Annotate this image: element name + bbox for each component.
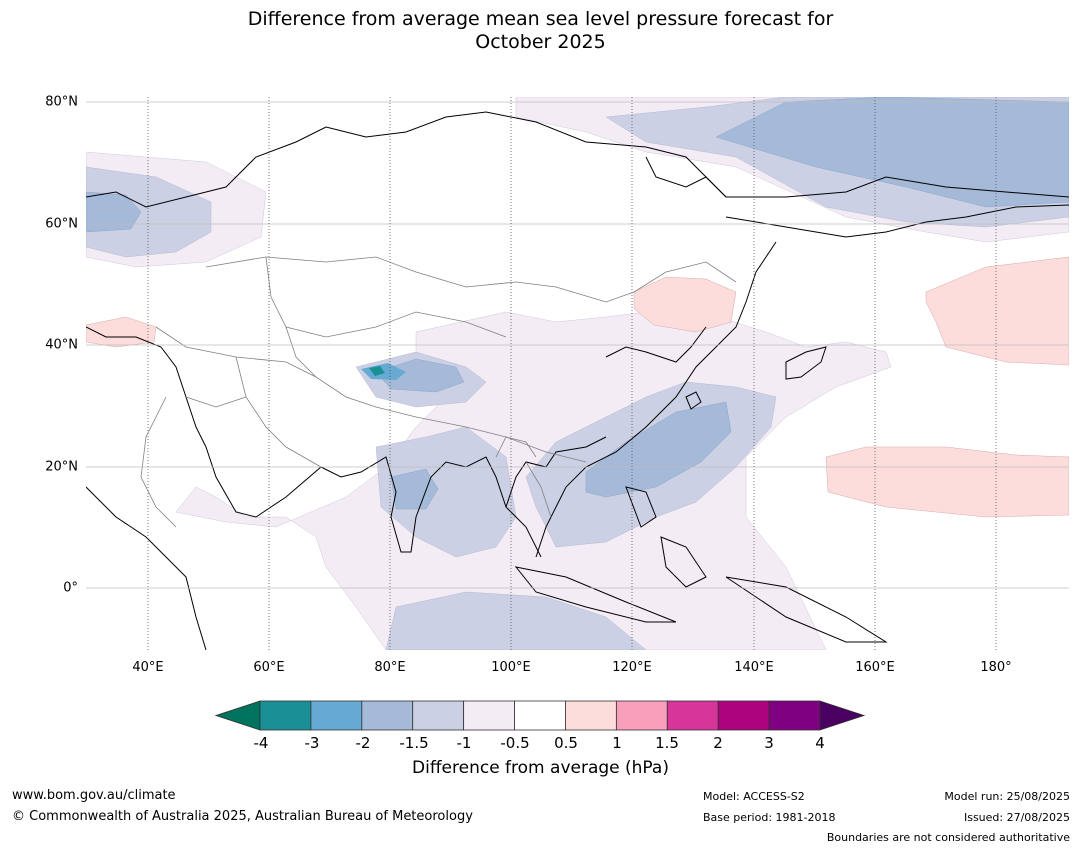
colorbar-segment: [717, 700, 770, 731]
lon-label-180: 180°: [980, 660, 1012, 675]
anomaly-extreme-negative: [369, 366, 385, 376]
colorbar-label: Difference from average (hPa): [412, 758, 669, 778]
lat-label-80n: 80°N: [45, 94, 78, 110]
colorbar-over-arrow: [819, 700, 866, 731]
lon-label-40e: 40°E: [132, 660, 164, 675]
country-borders: [140, 256, 737, 528]
anomaly-positive: [86, 256, 1069, 518]
colorbar-segment: [666, 700, 719, 731]
map-canvas: [86, 97, 1069, 650]
colorbar-tick: 4: [815, 734, 825, 752]
colorbar-tick: -2: [355, 734, 371, 752]
colorbar-segment: [310, 700, 363, 731]
colorbar-under-arrow: [215, 700, 261, 731]
lon-label-160e: 160°E: [855, 660, 895, 675]
footer-base-period: Base period: 1981-2018: [703, 811, 836, 824]
footer-disclaimer: Boundaries are not considered authoritat…: [826, 831, 1070, 844]
colorbar-segment: [412, 700, 465, 731]
lon-label-140e: 140°E: [734, 660, 774, 675]
colorbar-segments: [259, 700, 821, 731]
footer-model-run: Model run: 25/08/2025: [944, 790, 1070, 803]
colorbar: [215, 700, 866, 731]
colorbar-tick: 2: [713, 734, 723, 752]
lat-label-20n: 20°N: [45, 459, 78, 475]
colorbar-tick: -4: [253, 734, 269, 752]
footer-copyright: © Commonwealth of Australia 2025, Austra…: [12, 809, 473, 824]
footer-issued: Issued: 27/08/2025: [963, 811, 1070, 824]
longitude-gridlines: [147, 97, 997, 650]
map-title: Difference from average mean sea level p…: [0, 8, 1081, 54]
colorbar-segment: [514, 700, 566, 731]
lat-label-40n: 40°N: [45, 337, 78, 353]
title-line-2: October 2025: [475, 31, 606, 53]
footer-model: Model: ACCESS-S2: [703, 790, 805, 803]
colorbar-tick: -1.5: [399, 734, 429, 752]
colorbar-tick: -3: [304, 734, 320, 752]
colorbar-tick: -1: [456, 734, 472, 752]
colorbar-segment: [615, 700, 668, 731]
coastlines: [86, 111, 1069, 650]
lon-label-80e: 80°E: [374, 660, 406, 675]
lon-label-120e: 120°E: [612, 660, 652, 675]
footer-url: www.bom.gov.au/climate: [12, 788, 176, 803]
lon-label-100e: 100°E: [491, 660, 531, 675]
colorbar-tick: 0.5: [554, 734, 578, 752]
colorbar-segment: [259, 700, 312, 731]
anomaly-strong-negative: [86, 97, 1069, 510]
forecast-map: [86, 97, 1069, 650]
colorbar-tick: 1.5: [655, 734, 679, 752]
colorbar-segment: [361, 700, 414, 731]
colorbar-segment: [768, 700, 821, 731]
lat-label-equator: 0°: [63, 580, 78, 596]
lat-label-60n: 60°N: [45, 216, 78, 232]
colorbar-segment: [463, 700, 515, 731]
colorbar-segment: [565, 700, 617, 731]
title-line-1: Difference from average mean sea level p…: [247, 8, 834, 30]
colorbar-tick: 1: [612, 734, 622, 752]
latitude-gridlines: [86, 101, 1069, 589]
lon-label-60e: 60°E: [253, 660, 285, 675]
colorbar-tick: 3: [764, 734, 774, 752]
colorbar-tick: -0.5: [500, 734, 530, 752]
